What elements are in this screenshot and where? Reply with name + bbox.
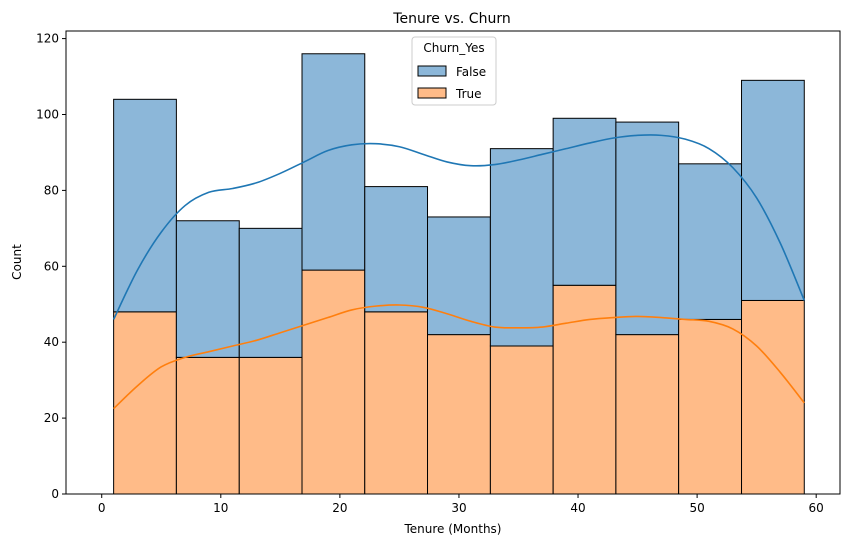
y-tick-label: 40 [44,335,59,349]
x-axis-label: Tenure (Months) [404,522,502,536]
bar-true-bin-5 [364,311,429,495]
x-tick-label: 0 [98,501,106,515]
x-tick-label: 30 [451,501,466,515]
bar-false-bin-4 [301,53,366,271]
bar-true-bin-1 [113,311,177,495]
legend-swatch-true [417,87,447,99]
bar-false-bin-9 [615,121,680,336]
bar-true-bin-10 [678,318,743,495]
chart-title: Tenure vs. Churn [392,11,510,27]
x-axis-ticks: 0 10 20 30 40 50 60 [98,494,824,515]
legend-label-false: False [456,65,486,79]
bar-false-bin-7 [489,148,554,347]
kde-line-true [113,304,805,410]
y-tick-label: 0 [51,487,59,501]
x-tick-label: 50 [689,501,704,515]
y-tick-label: 120 [36,32,59,46]
kde-line-false [112,134,806,320]
bar-false-bin-1 [113,98,177,313]
bar-true-bin-2 [175,356,240,495]
legend-swatch-false [417,65,447,77]
kde-lines [112,134,806,410]
bar-false-bin-6 [427,216,491,336]
bar-true-bin-11 [741,299,805,495]
legend: Churn_Yes False True [411,36,497,106]
x-tick-label: 40 [570,501,585,515]
y-tick-label: 60 [44,259,59,273]
bar-false-bin-3 [238,227,303,358]
legend-label-true: True [455,87,482,101]
y-axis-label: Count [10,244,24,280]
bar-true-bin-6 [427,334,491,495]
bar-true-bin-7 [489,345,554,495]
y-tick-label: 100 [36,107,59,121]
x-tick-label: 60 [809,501,824,515]
bar-false-bin-5 [364,186,429,313]
x-tick-label: 20 [332,501,347,515]
y-axis-ticks: 0 20 40 60 80 100 120 [36,32,66,501]
bar-true-bin-3 [238,356,303,495]
plot-area-frame [65,30,841,495]
y-tick-label: 20 [44,411,59,425]
legend-title: Churn_Yes [423,41,484,55]
x-tick-label: 10 [213,501,228,515]
bar-false-bin-2 [175,220,240,358]
y-tick-label: 80 [44,183,59,197]
bar-true-bin-4 [301,269,366,495]
bar-true-bin-8 [552,284,617,495]
bar-false-bin-8 [552,117,617,286]
bar-true-bin-9 [615,334,680,495]
bar-false-bin-10 [678,163,743,320]
histogram-bars [113,53,805,495]
